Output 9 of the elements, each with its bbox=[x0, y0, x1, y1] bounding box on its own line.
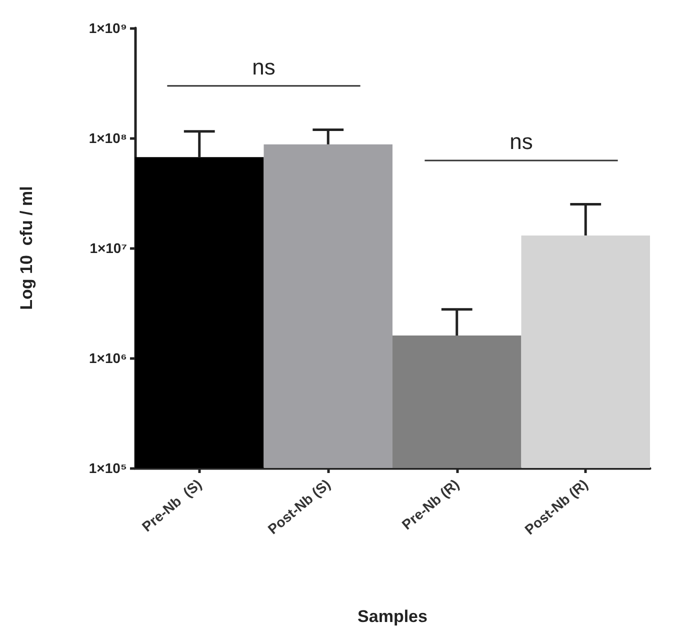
y-axis-title: Log 10 cfu / ml bbox=[17, 186, 36, 310]
annotation: ns bbox=[252, 54, 276, 80]
y-tick-label: 1×10⁸ bbox=[88, 130, 127, 146]
y-tick-label: 1×10⁶ bbox=[89, 350, 127, 366]
y-tick-label: 1×10⁷ bbox=[90, 240, 128, 256]
y-tick-label: 1×10⁵ bbox=[88, 460, 127, 476]
y-tick-label: 1×10⁹ bbox=[88, 20, 127, 36]
annotation: ns bbox=[510, 128, 533, 154]
x-axis-title: Samples bbox=[358, 607, 428, 626]
